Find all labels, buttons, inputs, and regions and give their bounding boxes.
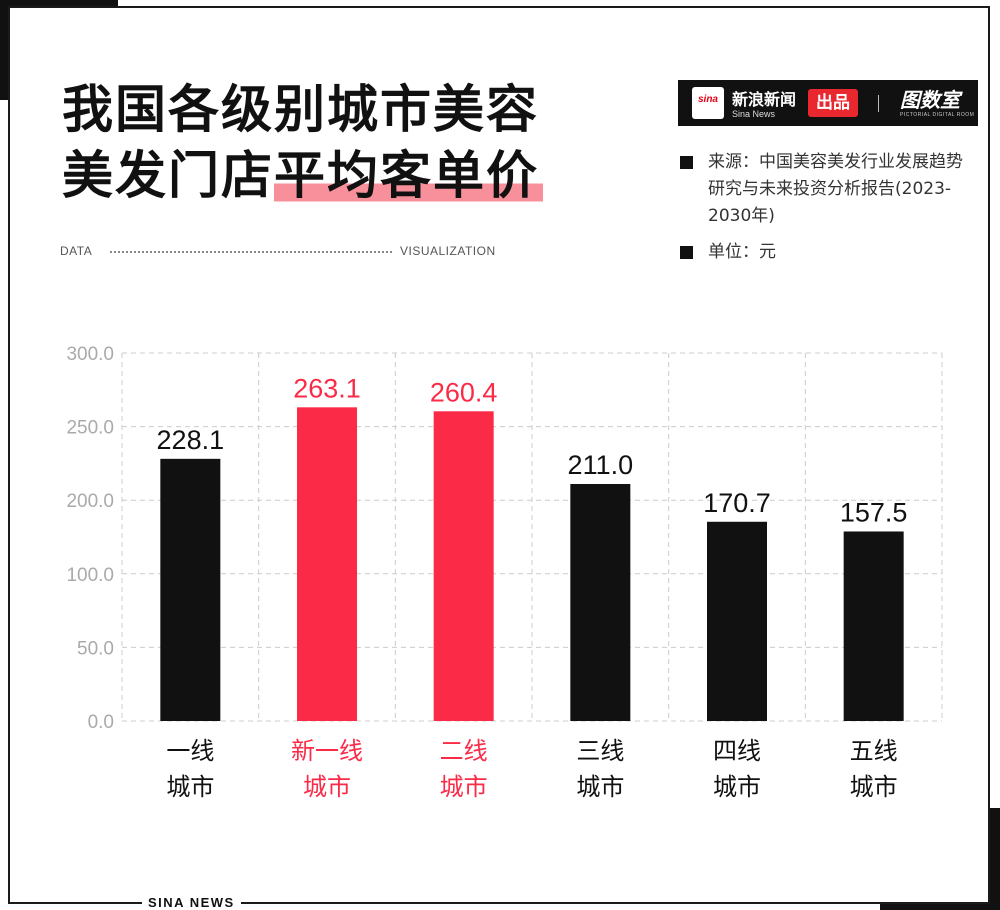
source-text: 来源：中国美容美发行业发展趋势研究与未来投资分析报告(2023-2030年) (708, 152, 963, 226)
x-tick-label-line: 城市 (713, 773, 761, 801)
title-line-1: 我国各级别城市美容 (62, 81, 540, 140)
y-tick-label: 0.0 (88, 712, 114, 733)
x-tick-label: 一线城市 (166, 737, 214, 801)
chart-title: 我国各级别城市美容 美发门店平均客单价 (62, 78, 544, 210)
x-tick-label: 三线城市 (576, 737, 624, 801)
corner-mark-br (880, 904, 1000, 910)
bar (843, 531, 904, 721)
x-tick-label-line: 五线 (850, 737, 898, 765)
data-label: 157.5 (840, 497, 908, 527)
bar (433, 411, 494, 721)
x-tick-label: 二线城市 (440, 737, 488, 801)
y-tick-label: 200.0 (66, 491, 114, 512)
data-label: 260.4 (430, 377, 498, 407)
brand-name-en: Sina News (732, 109, 776, 119)
brand-name: 新浪新闻 (732, 90, 797, 109)
x-tick-label-line: 二线 (440, 737, 488, 765)
x-tick-label-line: 城市 (166, 773, 214, 801)
data-label: 228.1 (157, 425, 225, 455)
y-tick-label: 250.0 (66, 418, 114, 439)
frame-border (8, 6, 990, 904)
x-tick-label-line: 城市 (576, 773, 624, 801)
x-tick-label-line: 城市 (303, 773, 351, 801)
x-tick-label-line: 城市 (850, 773, 898, 801)
title-line-2: 美发门店 (62, 147, 275, 206)
footer-brand: SINA NEWS (142, 895, 241, 910)
brand-badge: 出品 (808, 89, 858, 117)
partner-logo: 图数室 (900, 88, 960, 112)
data-label: 211.0 (568, 450, 634, 480)
x-tick-label-line: 一线 (166, 737, 214, 765)
corner-mark-tl (0, 0, 118, 6)
tagline-data: DATA (60, 244, 93, 258)
data-label: 170.7 (703, 488, 771, 518)
y-tick-label: 50.0 (77, 638, 114, 659)
corner-mark-tl-vert (0, 0, 8, 100)
unit-text: 单位：元 (708, 242, 776, 262)
partner-logo-sub: PICTORIAL DIGITAL ROOM (900, 112, 975, 118)
source-bullet-icon (680, 156, 693, 169)
x-tick-label: 四线城市 (713, 737, 761, 801)
data-label: 263.1 (293, 373, 361, 403)
x-tick-label: 新一线城市 (291, 737, 363, 801)
x-tick-label-line: 新一线 (291, 737, 363, 765)
x-tick-label-line: 四线 (713, 737, 761, 765)
bar (707, 521, 767, 721)
unit-bullet-icon (680, 246, 693, 259)
bar (570, 484, 631, 721)
brand-bar: sina 新浪新闻 Sina News 出品 图数室 PICTORIAL DIG… (678, 80, 978, 126)
tagline-visualization: VISUALIZATION (400, 244, 496, 258)
sina-logo-text: sina (697, 94, 718, 105)
corner-mark-br-vert (990, 808, 1000, 910)
bar (297, 407, 357, 721)
sina-logo-icon: sina (692, 87, 724, 119)
y-tick-label: 300.0 (66, 344, 114, 365)
tagline-dotted-line (110, 251, 392, 253)
y-tick-label: 100.0 (66, 565, 114, 586)
x-tick-label-line: 三线 (576, 737, 624, 765)
title-highlight: 平均客单价 (274, 147, 544, 206)
brand-divider (878, 95, 879, 112)
x-tick-label-line: 城市 (440, 773, 488, 801)
bar (160, 458, 221, 721)
x-tick-label: 五线城市 (850, 737, 898, 801)
